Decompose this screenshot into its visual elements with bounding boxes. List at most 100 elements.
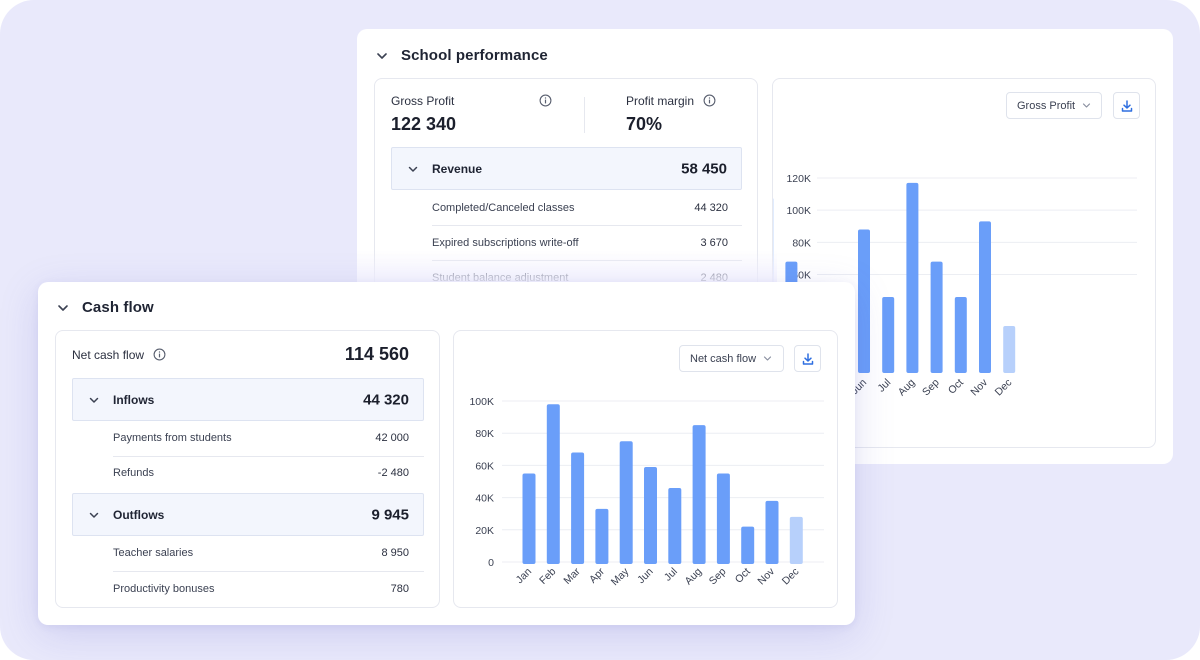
list-item: Teacher salaries 8 950 bbox=[113, 547, 409, 559]
select-label: Gross Profit bbox=[1017, 99, 1076, 112]
x-tick-label: Feb bbox=[537, 566, 558, 587]
item-label: Refunds bbox=[113, 467, 154, 479]
y-tick-label: 80K bbox=[475, 428, 494, 440]
info-icon[interactable] bbox=[539, 94, 552, 107]
cash-flow-header[interactable]: Cash flow bbox=[56, 299, 154, 316]
panel-title: School performance bbox=[401, 47, 548, 64]
list-item: Expired subscriptions write-off 3 670 bbox=[432, 237, 728, 249]
list-item: Productivity bonuses 780 bbox=[113, 583, 409, 595]
x-tick-label: Dec bbox=[993, 377, 1015, 399]
item-label: Teacher salaries bbox=[113, 547, 194, 559]
chevron-down-icon[interactable] bbox=[56, 301, 70, 315]
bar[interactable] bbox=[882, 297, 895, 373]
info-icon[interactable] bbox=[153, 348, 166, 361]
bar[interactable] bbox=[906, 182, 919, 373]
chevron-down-icon[interactable] bbox=[407, 163, 419, 175]
item-label: Completed/Canceled classes bbox=[432, 202, 575, 214]
inflows-value: 44 320 bbox=[363, 391, 409, 408]
x-tick-label: Jun bbox=[635, 566, 656, 587]
chevron-down-icon bbox=[1082, 103, 1091, 108]
gross-profit-label: Gross Profit bbox=[391, 94, 455, 108]
bar[interactable] bbox=[765, 500, 779, 564]
net-cash-flow-chart: 0 20K 40K 60K 80K 100K Jan Feb Mar Apr May Jun Jul Au… bbox=[469, 396, 824, 588]
x-tick-label: Nov bbox=[755, 565, 777, 587]
divider bbox=[113, 571, 424, 572]
x-tick-label: Jul bbox=[662, 566, 680, 584]
bar[interactable] bbox=[741, 526, 755, 564]
bar[interactable] bbox=[930, 261, 943, 373]
inflows-row[interactable]: Inflows 44 320 bbox=[72, 378, 424, 421]
divider bbox=[584, 97, 585, 133]
y-tick-label: 120K bbox=[786, 173, 811, 185]
info-icon[interactable] bbox=[703, 94, 716, 107]
net-cash-flow-select[interactable]: Net cash flow bbox=[679, 345, 784, 372]
download-button[interactable] bbox=[794, 345, 821, 372]
download-icon bbox=[1121, 99, 1132, 112]
revenue-value: 58 450 bbox=[681, 160, 727, 177]
list-item: Payments from students 42 000 bbox=[113, 432, 409, 444]
y-tick-label: 0 bbox=[488, 557, 494, 569]
revenue-label: Revenue bbox=[432, 161, 483, 176]
y-tick-label: 100K bbox=[469, 396, 494, 408]
y-tick-label: 100K bbox=[786, 205, 811, 217]
item-value: 44 320 bbox=[694, 202, 728, 214]
bar[interactable] bbox=[644, 467, 657, 564]
divider bbox=[432, 260, 742, 261]
bar[interactable] bbox=[619, 441, 633, 564]
net-cash-flow-chart-card: Net cash flow 0 20K 40K 60K 80K 100K Jan Feb Mar… bbox=[453, 330, 838, 608]
outflows-value: 9 945 bbox=[371, 506, 409, 523]
select-label: Net cash flow bbox=[690, 352, 757, 365]
gross-profit-value: 122 340 bbox=[391, 114, 457, 134]
bar[interactable] bbox=[522, 473, 536, 564]
x-tick-label: Dec bbox=[780, 566, 802, 588]
y-tick-label: 60K bbox=[475, 460, 494, 472]
outflows-label: Outflows bbox=[113, 507, 165, 522]
list-item: Refunds -2 480 bbox=[113, 467, 409, 479]
chevron-down-icon[interactable] bbox=[88, 509, 100, 521]
bar[interactable] bbox=[571, 452, 585, 564]
gross-profit-select[interactable]: Gross Profit bbox=[1006, 92, 1102, 119]
cash-flow-panel: Cash flow Net cash flow 114 560 Inflows … bbox=[38, 282, 855, 625]
x-tick-label: Jan bbox=[514, 566, 535, 587]
bar[interactable] bbox=[668, 487, 682, 564]
item-value: 780 bbox=[390, 583, 409, 595]
cash-flow-summary-card: Net cash flow 114 560 Inflows 44 320 Pay… bbox=[55, 330, 440, 608]
profit-margin-label: Profit margin bbox=[626, 94, 695, 108]
x-tick-label: Sep bbox=[920, 377, 942, 399]
bar[interactable] bbox=[1003, 325, 1016, 373]
bar[interactable] bbox=[858, 229, 870, 373]
x-tick-label: Aug bbox=[683, 566, 705, 588]
list-item: Completed/Canceled classes 44 320 bbox=[432, 202, 728, 214]
bar[interactable] bbox=[546, 404, 560, 564]
profit-margin-value: 70% bbox=[626, 114, 663, 134]
item-label: Expired subscriptions write-off bbox=[432, 237, 579, 249]
bar[interactable] bbox=[954, 297, 967, 373]
outflows-row[interactable]: Outflows 9 945 bbox=[72, 493, 424, 536]
download-icon bbox=[802, 352, 813, 365]
download-button[interactable] bbox=[1113, 92, 1140, 119]
x-tick-label: Aug bbox=[896, 377, 918, 399]
divider bbox=[432, 225, 742, 226]
chevron-down-icon[interactable] bbox=[88, 394, 100, 406]
y-tick-label: 20K bbox=[475, 525, 494, 537]
item-value: 42 000 bbox=[375, 432, 409, 444]
bar[interactable] bbox=[979, 221, 991, 373]
inflows-label: Inflows bbox=[113, 392, 155, 407]
bar[interactable] bbox=[595, 508, 609, 564]
bar[interactable] bbox=[789, 516, 803, 564]
item-label: Productivity bonuses bbox=[113, 583, 215, 595]
bar[interactable] bbox=[716, 473, 730, 564]
x-tick-label: Mar bbox=[561, 565, 583, 587]
x-tick-label: Oct bbox=[733, 566, 753, 586]
bar[interactable] bbox=[692, 425, 706, 564]
panel-title: Cash flow bbox=[82, 299, 154, 316]
item-value: 3 670 bbox=[700, 237, 728, 249]
item-value: 8 950 bbox=[381, 547, 409, 559]
x-tick-label: Sep bbox=[707, 566, 729, 588]
chevron-down-icon[interactable] bbox=[375, 49, 389, 63]
revenue-row[interactable]: Revenue 58 450 bbox=[391, 147, 742, 190]
chevron-down-icon bbox=[763, 356, 772, 361]
x-tick-label: May bbox=[609, 565, 632, 588]
school-performance-header[interactable]: School performance bbox=[375, 47, 548, 64]
